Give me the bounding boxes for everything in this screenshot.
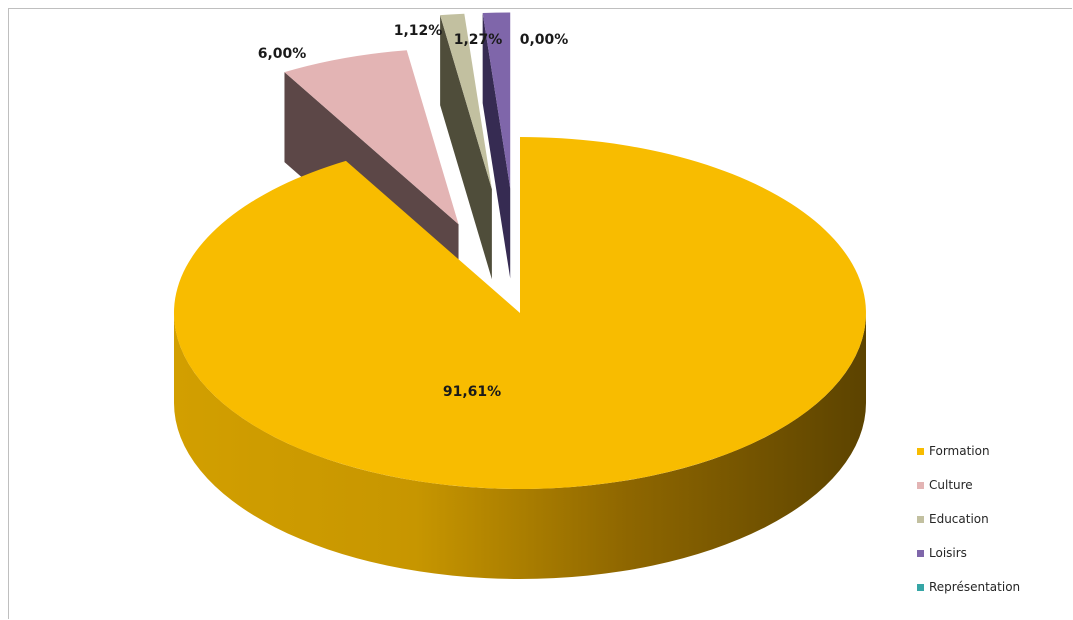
- pie-slice-culture: [284, 50, 459, 225]
- legend-label-loisirs: Loisirs: [929, 546, 967, 560]
- legend-swatch-culture: [917, 481, 924, 489]
- legend-item-formation: Formation: [917, 434, 1067, 468]
- legend-label-culture: Culture: [929, 478, 973, 492]
- legend-item-representation: Représentation: [917, 570, 1067, 604]
- legend-swatch-representation: [917, 583, 924, 591]
- data-label-formation: 91,61%: [443, 384, 501, 400]
- legend-label-education: Education: [929, 512, 989, 526]
- pie-slice-education: [440, 13, 492, 190]
- data-label-education: 1,12%: [394, 23, 443, 39]
- legend-item-culture: Culture: [917, 468, 1067, 502]
- pie-slice-wall-education: [440, 15, 492, 280]
- legend-label-formation: Formation: [929, 444, 990, 458]
- pie-slice-loisirs: [482, 12, 511, 189]
- legend-label-representation: Représentation: [929, 580, 1021, 594]
- pie-slice-side-formation: [174, 313, 866, 579]
- data-label-culture: 6,00%: [258, 46, 307, 62]
- data-label-loisirs: 1,27%: [454, 32, 503, 48]
- legend-swatch-formation: [917, 447, 924, 455]
- pie-slice-formation: [173, 137, 866, 490]
- legend-swatch-education: [917, 515, 924, 523]
- data-label-representation: 0,00%: [520, 32, 569, 48]
- pie-slice-wall-loisirs: [482, 13, 511, 279]
- chart-legend: Formation Culture Education Loisirs Repr…: [917, 434, 1067, 604]
- legend-swatch-loisirs: [917, 549, 924, 557]
- legend-item-loisirs: Loisirs: [917, 536, 1067, 570]
- legend-item-education: Education: [917, 502, 1067, 536]
